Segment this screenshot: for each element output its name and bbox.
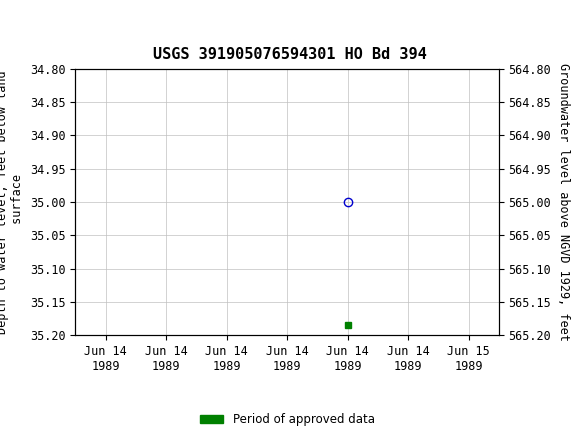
Legend: Period of approved data: Period of approved data xyxy=(195,408,379,430)
Text: USGS 391905076594301 HO Bd 394: USGS 391905076594301 HO Bd 394 xyxy=(153,47,427,62)
Y-axis label: Groundwater level above NGVD 1929, feet: Groundwater level above NGVD 1929, feet xyxy=(557,63,570,341)
Text: ≣USGS: ≣USGS xyxy=(12,16,70,35)
Y-axis label: Depth to water level, feet below land
 surface: Depth to water level, feet below land su… xyxy=(0,70,24,334)
